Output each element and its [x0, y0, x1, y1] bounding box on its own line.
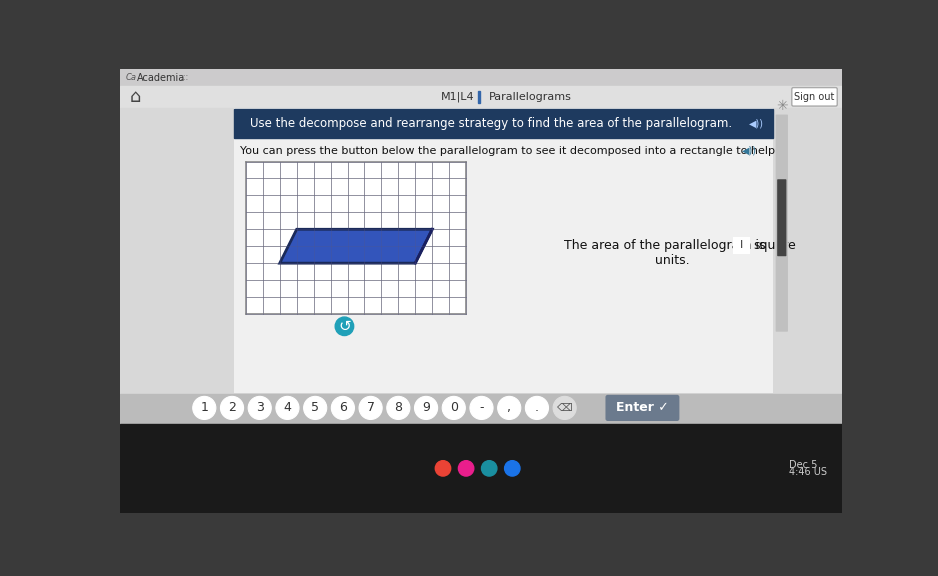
- Text: Ca: Ca: [126, 73, 137, 82]
- Text: ✳: ✳: [776, 99, 788, 113]
- Bar: [120, 69, 841, 86]
- Text: Enter ✓: Enter ✓: [616, 401, 669, 414]
- Circle shape: [459, 461, 474, 476]
- Polygon shape: [280, 229, 432, 263]
- Text: 0: 0: [450, 401, 458, 414]
- Circle shape: [470, 396, 493, 419]
- Text: 9: 9: [422, 401, 430, 414]
- Text: Use the decompose and rearrange strategy to find the area of the parallelogram.: Use the decompose and rearrange strategy…: [250, 118, 733, 130]
- Text: You can press the button below the parallelogram to see it decomposed into a rec: You can press the button below the paral…: [240, 146, 779, 156]
- Text: .: .: [535, 401, 539, 414]
- Text: ◀)): ◀)): [742, 146, 757, 156]
- Circle shape: [505, 461, 520, 476]
- Circle shape: [276, 396, 299, 419]
- Circle shape: [335, 317, 354, 336]
- Circle shape: [553, 396, 576, 419]
- Text: :::: :::: [180, 73, 188, 82]
- FancyBboxPatch shape: [778, 179, 786, 256]
- Bar: [120, 394, 841, 424]
- Circle shape: [442, 396, 465, 419]
- Text: Dec 5: Dec 5: [790, 460, 818, 469]
- Text: The area of the parallelogram is: The area of the parallelogram is: [564, 239, 765, 252]
- Text: ⌂: ⌂: [129, 88, 141, 106]
- Circle shape: [249, 396, 271, 419]
- FancyBboxPatch shape: [605, 395, 679, 421]
- Text: M1|L4: M1|L4: [441, 92, 475, 102]
- Text: 2: 2: [228, 401, 236, 414]
- Circle shape: [415, 396, 438, 419]
- Text: 8: 8: [394, 401, 402, 414]
- Text: -: -: [479, 401, 484, 414]
- Text: Academia: Academia: [137, 73, 185, 82]
- Text: 1: 1: [201, 401, 208, 414]
- Text: 7: 7: [367, 401, 374, 414]
- Circle shape: [525, 396, 549, 419]
- Circle shape: [386, 396, 410, 419]
- Circle shape: [498, 396, 521, 419]
- Text: ⌫: ⌫: [557, 403, 572, 413]
- Circle shape: [220, 396, 244, 419]
- Circle shape: [435, 461, 450, 476]
- Text: ↺: ↺: [338, 319, 351, 334]
- Text: Sign out: Sign out: [794, 92, 834, 102]
- Text: square: square: [753, 239, 796, 252]
- Bar: [477, 90, 480, 103]
- Bar: [120, 86, 841, 108]
- Text: 4: 4: [283, 401, 292, 414]
- Bar: [120, 424, 841, 513]
- Text: ,: ,: [507, 401, 511, 414]
- Bar: [234, 108, 773, 392]
- Bar: [234, 109, 773, 138]
- Text: Parallelograms: Parallelograms: [489, 92, 571, 102]
- Text: I: I: [740, 240, 744, 251]
- Circle shape: [481, 461, 497, 476]
- Circle shape: [304, 396, 326, 419]
- Text: ◀)): ◀)): [749, 119, 764, 129]
- Bar: [246, 161, 466, 314]
- Text: 4:46 US: 4:46 US: [790, 467, 827, 477]
- Text: units.: units.: [655, 254, 689, 267]
- Bar: [734, 238, 749, 253]
- Circle shape: [331, 396, 355, 419]
- Text: 3: 3: [256, 401, 264, 414]
- FancyBboxPatch shape: [792, 88, 838, 106]
- FancyBboxPatch shape: [776, 115, 788, 332]
- Text: 6: 6: [339, 401, 347, 414]
- Circle shape: [192, 396, 216, 419]
- Circle shape: [359, 396, 382, 419]
- Text: 5: 5: [311, 401, 319, 414]
